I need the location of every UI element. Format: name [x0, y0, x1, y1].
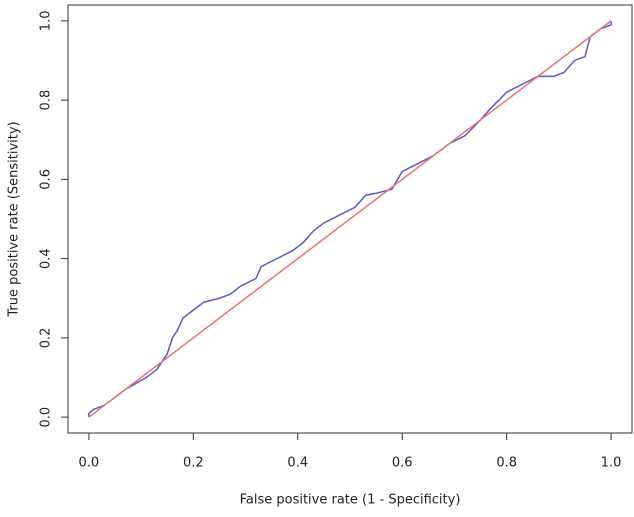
- y-tick-label: 0.4: [39, 248, 54, 269]
- x-tick-label: 0.8: [496, 456, 517, 471]
- roc-line: [88, 20, 612, 418]
- x-tick-label: 0.0: [79, 456, 100, 471]
- y-tick-label: 0.6: [39, 169, 54, 190]
- y-tick-label: 0.8: [39, 90, 54, 111]
- y-tick-label: 1.0: [39, 11, 54, 32]
- plot-frame: [67, 4, 633, 434]
- x-tick-label: 0.4: [287, 456, 308, 471]
- x-axis-label: False positive rate (1 - Specificity): [240, 493, 461, 508]
- x-tick-label: 0.2: [183, 456, 204, 471]
- x-tick-label: 0.6: [392, 456, 413, 471]
- y-tick-label: 0.2: [39, 328, 54, 349]
- y-axis-label: True positive rate (Sensitivity): [7, 121, 22, 317]
- y-tick-label: 0.0: [39, 407, 54, 428]
- x-tick-label: 1.0: [601, 456, 622, 471]
